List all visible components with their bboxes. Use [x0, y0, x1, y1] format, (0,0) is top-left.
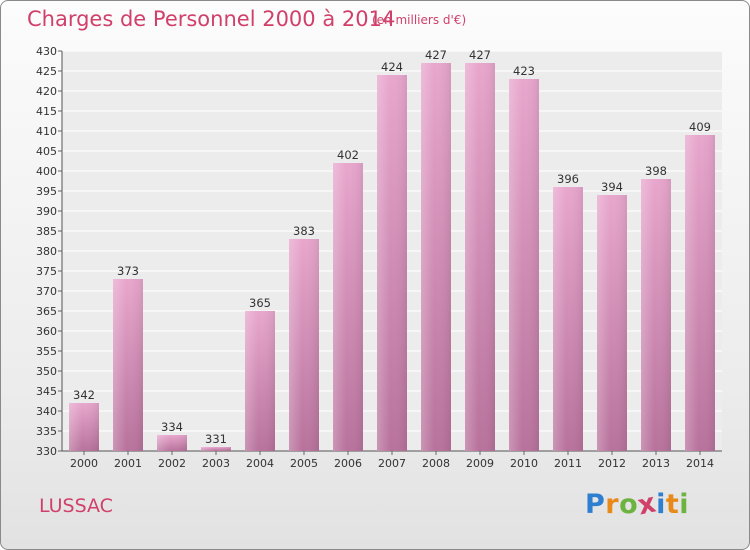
y-tick-label: 340: [36, 405, 57, 418]
chart-subtitle: (en milliers d'€): [372, 13, 467, 27]
bar-shade: [245, 311, 275, 451]
x-tick-label: 2002: [158, 457, 186, 470]
y-tick-label: 385: [36, 225, 57, 238]
commune-name: LUSSAC: [39, 495, 113, 517]
y-tick-label: 415: [36, 105, 57, 118]
bar-shade: [421, 63, 451, 451]
bar-shade: [465, 63, 495, 451]
logo-letter: P: [585, 489, 606, 520]
y-tick-label: 350: [36, 365, 57, 378]
y-tick-label: 365: [36, 305, 57, 318]
proxiti-logo: Proxiti: [585, 487, 690, 521]
bar-shade: [289, 239, 319, 451]
x-tick-label: 2008: [422, 457, 450, 470]
y-tick-label: 360: [36, 325, 57, 338]
bar-shade: [553, 187, 583, 451]
bar-shade: [113, 279, 143, 451]
chart-title: Charges de Personnel 2000 à 2014: [27, 7, 396, 31]
y-tick-label: 405: [36, 145, 57, 158]
bar-value-label: 423: [513, 64, 535, 78]
y-tick-label: 330: [36, 445, 57, 458]
logo-letter: t: [665, 489, 680, 520]
bar-shade: [597, 195, 627, 451]
x-tick-label: 2004: [246, 457, 274, 470]
x-tick-label: 2014: [686, 457, 714, 470]
bar-shade: [157, 435, 187, 451]
logo-letter: i: [656, 489, 666, 520]
x-tick-label: 2006: [334, 457, 362, 470]
x-tick-label: 2000: [70, 457, 98, 470]
bar-shade: [685, 135, 715, 451]
bar-shade: [509, 79, 539, 451]
bar-value-label: 398: [645, 164, 667, 178]
bar-value-label: 383: [293, 224, 315, 238]
bar-shade: [641, 179, 671, 451]
x-tick-label: 2010: [510, 457, 538, 470]
x-tick-label: 2011: [554, 457, 582, 470]
bar-value-label: 409: [689, 120, 711, 134]
x-tick-label: 2012: [598, 457, 626, 470]
bar-value-label: 331: [205, 432, 227, 446]
y-tick-label: 335: [36, 425, 57, 438]
y-tick-label: 420: [36, 85, 57, 98]
y-tick-label: 425: [36, 65, 57, 78]
x-tick-label: 2009: [466, 457, 494, 470]
bar-value-label: 402: [337, 148, 359, 162]
bar-shade: [333, 163, 363, 451]
y-tick-label: 345: [36, 385, 57, 398]
y-tick-label: 430: [36, 45, 57, 58]
logo-letter: i: [679, 489, 690, 520]
y-tick-label: 380: [36, 245, 57, 258]
bar-value-label: 365: [249, 296, 271, 310]
bar-shade: [377, 75, 407, 451]
bar-value-label: 394: [601, 180, 623, 194]
bar-shade: [69, 403, 99, 451]
y-tick-label: 375: [36, 265, 57, 278]
y-tick-label: 410: [36, 125, 57, 138]
bar-value-label: 342: [73, 388, 95, 402]
x-tick-label: 2001: [114, 457, 142, 470]
bar-value-label: 373: [117, 264, 139, 278]
x-tick-label: 2005: [290, 457, 318, 470]
bar-value-label: 334: [161, 420, 183, 434]
x-tick-label: 2007: [378, 457, 406, 470]
logo-letter: o: [619, 489, 639, 520]
y-tick-label: 395: [36, 185, 57, 198]
bar-value-label: 427: [425, 48, 447, 62]
y-tick-label: 390: [36, 205, 57, 218]
y-tick-label: 370: [36, 285, 57, 298]
x-tick-label: 2013: [642, 457, 670, 470]
y-tick-label: 400: [36, 165, 57, 178]
bar-value-label: 396: [557, 172, 579, 186]
bar-value-label: 427: [469, 48, 491, 62]
bar-shade: [201, 447, 231, 451]
bar-value-label: 424: [381, 60, 403, 74]
y-tick-label: 355: [36, 345, 57, 358]
logo-letter: r: [605, 489, 620, 520]
x-tick-label: 2003: [202, 457, 230, 470]
